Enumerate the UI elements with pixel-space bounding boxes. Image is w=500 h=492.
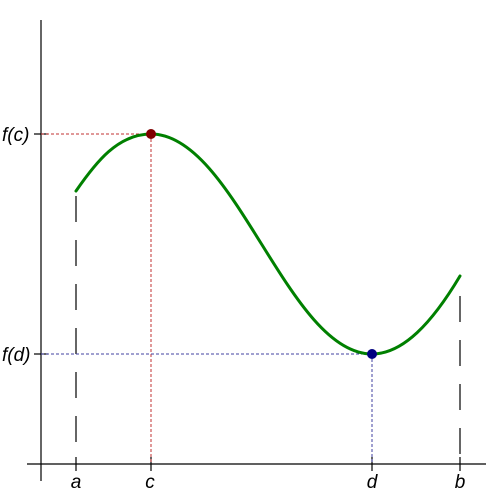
function-curve — [74, 132, 462, 356]
minimum-point — [367, 349, 377, 359]
x-label-b: b — [455, 472, 466, 492]
y-label-max: f(c) — [2, 125, 29, 146]
maximum-point — [146, 129, 156, 139]
x-label-c: c — [145, 472, 155, 492]
y-label-min: f(d) — [2, 345, 31, 366]
x-label-d: d — [367, 472, 379, 492]
x-label-a: a — [71, 472, 82, 492]
